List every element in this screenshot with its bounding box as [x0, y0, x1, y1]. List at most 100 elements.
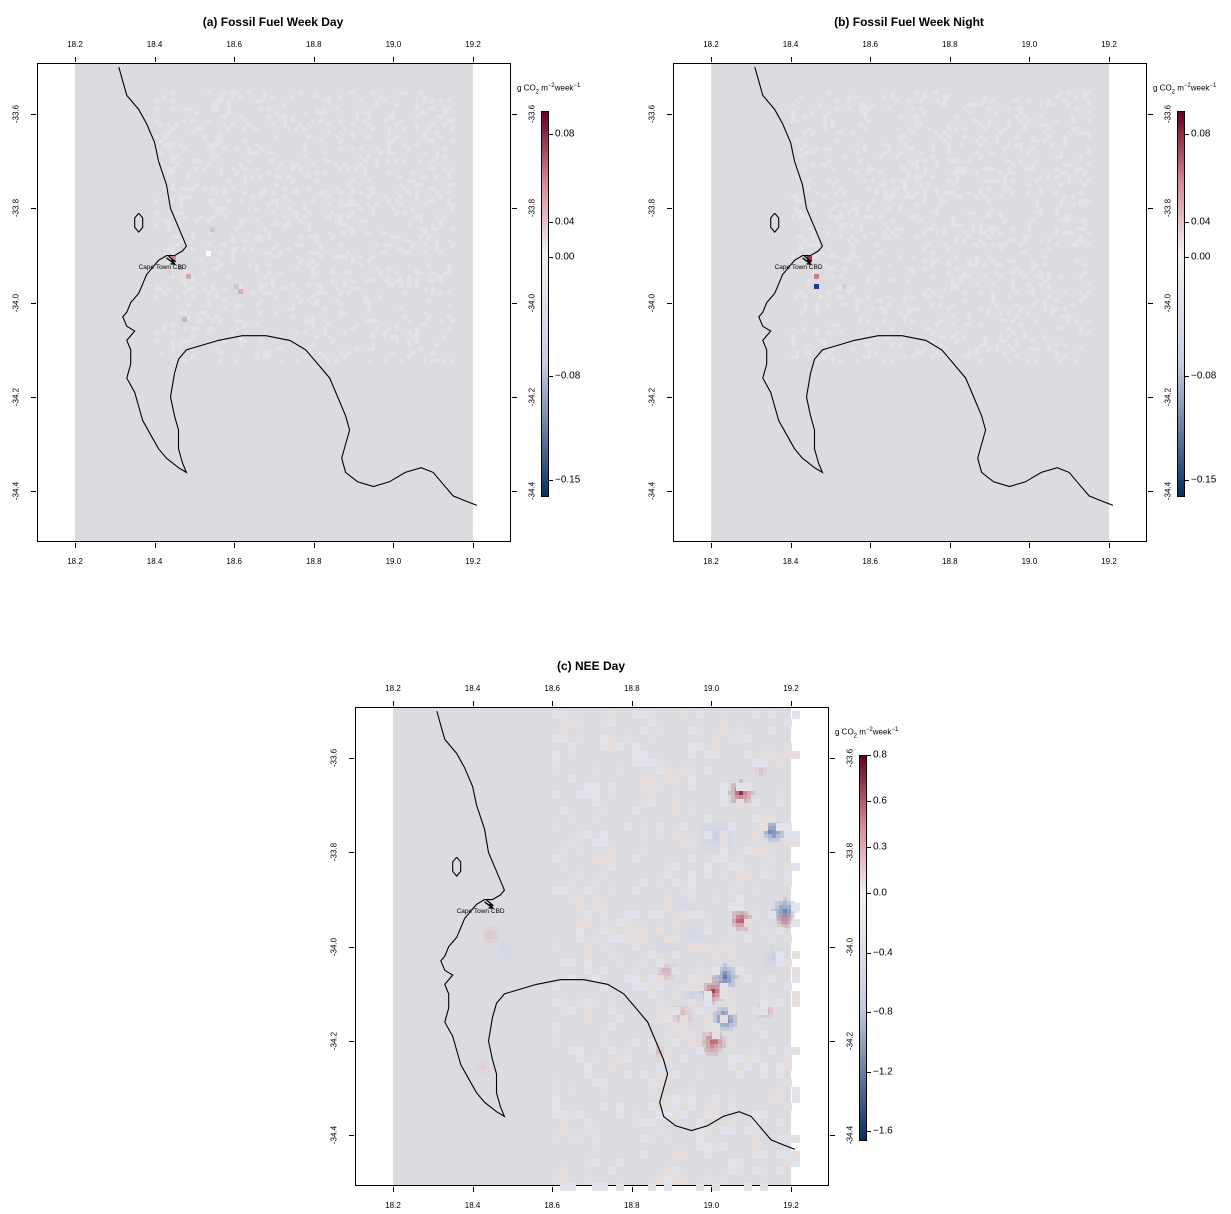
grid-cell — [282, 194, 287, 199]
grid-cell — [830, 214, 835, 219]
grid-cell — [342, 254, 347, 259]
x-tick-label-top: 18.2 — [67, 40, 83, 49]
grid-cell — [1002, 318, 1007, 323]
grid-cell — [970, 262, 975, 267]
grid-cell — [242, 166, 247, 171]
emission-cell — [206, 250, 212, 256]
flux-cell — [685, 991, 690, 996]
grid-cell — [222, 298, 227, 303]
grid-cell — [422, 94, 427, 99]
flux-cell — [701, 991, 706, 996]
grid-cell — [230, 330, 235, 335]
grid-cell — [298, 90, 303, 95]
emission-cell — [806, 255, 812, 261]
grid-cell — [362, 278, 367, 283]
robben-island-outline — [452, 856, 462, 877]
grid-cell — [890, 218, 895, 223]
grid-cell — [430, 122, 435, 127]
grid-cell — [338, 118, 343, 123]
grid-cell — [814, 254, 819, 259]
grid-cell — [434, 226, 439, 231]
flux-cell — [705, 823, 710, 828]
grid-cell — [238, 342, 243, 347]
grid-cell — [258, 338, 263, 343]
grid-cell — [998, 334, 1003, 339]
grid-cell — [282, 226, 287, 231]
grid-cell — [358, 262, 363, 267]
grid-cell — [814, 358, 819, 363]
grid-cell — [302, 142, 307, 147]
grid-cell — [414, 338, 419, 343]
grid-cell — [362, 110, 367, 115]
grid-cell — [806, 226, 811, 231]
grid-cell — [410, 178, 415, 183]
grid-cell — [382, 242, 387, 247]
grid-cell — [202, 134, 207, 139]
grid-cell — [1030, 286, 1035, 291]
x-tick-mark — [472, 701, 474, 706]
grid-cell — [1054, 306, 1059, 311]
flux-cell — [729, 831, 734, 836]
grid-cell — [390, 150, 395, 155]
grid-cell — [442, 154, 447, 159]
grid-cell — [1046, 282, 1051, 287]
grid-cell — [802, 114, 807, 119]
grid-cell — [790, 338, 795, 343]
grid-cell — [270, 150, 275, 155]
grid-cell — [922, 266, 927, 271]
grid-cell — [978, 306, 983, 311]
grid-cell — [446, 266, 451, 271]
grid-cell — [1002, 146, 1007, 151]
grid-cell — [1058, 182, 1063, 187]
grid-cell — [438, 222, 443, 227]
grid-cell — [1046, 274, 1051, 279]
grid-cell — [234, 246, 239, 251]
colorbar-tick — [1185, 222, 1189, 224]
grid-cell — [166, 130, 171, 135]
grid-cell — [978, 222, 983, 227]
grid-cell — [906, 174, 911, 179]
x-tick-mark — [1029, 543, 1031, 548]
grid-cell — [274, 346, 279, 351]
grid-cell — [938, 302, 943, 307]
x-tick-label-bottom: 18.8 — [942, 557, 958, 566]
grid-cell — [166, 258, 171, 263]
grid-cell — [826, 90, 831, 95]
grid-cell — [810, 242, 815, 247]
flux-cell — [723, 971, 728, 975]
x-tick-mark — [393, 1187, 394, 1192]
grid-cell — [262, 226, 267, 231]
grid-cell — [898, 206, 903, 211]
grid-cell — [330, 234, 335, 239]
flux-cell — [764, 829, 769, 834]
grid-cell — [234, 306, 239, 311]
grid-cell — [386, 138, 391, 143]
grid-cell — [310, 294, 315, 299]
y-tick-mark — [349, 1040, 354, 1042]
grid-cell — [826, 158, 831, 163]
y-tick-label-right: -34.2 — [527, 387, 537, 407]
flux-cell — [703, 985, 708, 990]
flux-cell — [733, 1015, 738, 1020]
grid-cell — [1062, 214, 1067, 219]
grid-cell — [990, 150, 995, 155]
grid-cell — [190, 234, 195, 239]
grid-cell — [994, 126, 999, 131]
flux-cell — [705, 839, 710, 844]
grid-cell — [446, 302, 451, 307]
grid-cell — [870, 166, 875, 171]
grid-cell — [1034, 158, 1039, 163]
flux-cell — [727, 983, 732, 987]
flux-cell — [748, 915, 753, 920]
grid-cell — [206, 290, 211, 295]
grid-cell — [234, 326, 239, 331]
x-tick-label-top: 19.2 — [783, 684, 799, 693]
colorbar-tick — [867, 801, 871, 803]
grid-cell — [214, 98, 219, 103]
grid-cell — [814, 302, 819, 307]
grid-cell — [322, 306, 327, 311]
y-tick-label-left: -34.0 — [11, 293, 21, 312]
grid-cell — [350, 122, 355, 127]
grid-cell — [862, 214, 867, 219]
grid-cell — [866, 166, 871, 171]
